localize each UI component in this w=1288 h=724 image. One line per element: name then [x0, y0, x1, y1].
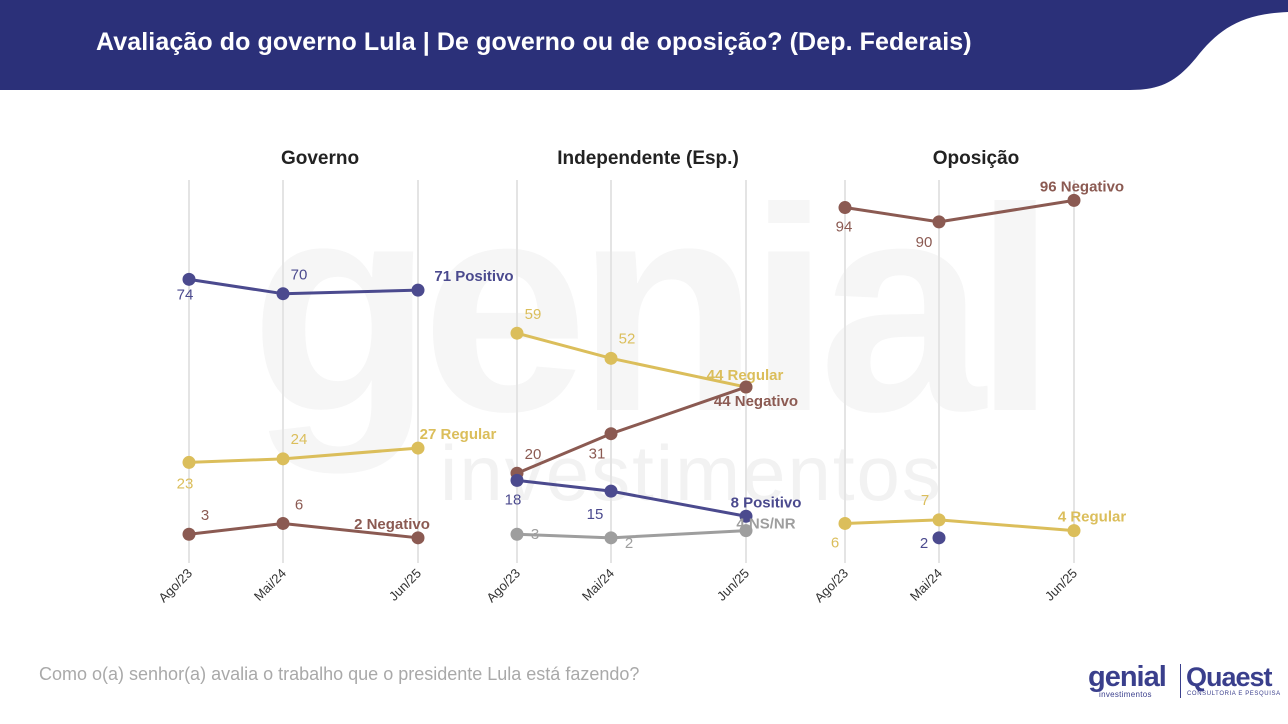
data-label: 27 Regular	[420, 426, 497, 443]
data-label: 4 NS/NR	[736, 516, 795, 533]
data-label: 90	[916, 234, 933, 251]
data-point	[838, 516, 852, 530]
data-point	[411, 283, 425, 297]
quaest-logo-sub: CONSULTORIA E PESQUISA	[1187, 691, 1281, 697]
data-label: 52	[619, 330, 636, 347]
data-label: 96 Negativo	[1040, 178, 1124, 195]
logo-divider	[1180, 664, 1181, 698]
panel-title: Oposição	[933, 148, 1020, 169]
series-line	[516, 385, 747, 475]
data-point	[604, 351, 618, 365]
panel-title: Independente (Esp.)	[557, 148, 739, 169]
genial-logo-brand: genial	[1088, 661, 1167, 693]
x-tick-label: Mai/24	[251, 566, 289, 604]
data-label: 44 Regular	[707, 367, 784, 384]
quaest-logo-brand: Quaest	[1186, 662, 1273, 692]
data-label: 8 Positivo	[731, 494, 802, 511]
data-label: 31	[589, 446, 606, 463]
data-point	[1067, 524, 1081, 538]
data-point	[510, 326, 524, 340]
data-point	[1067, 193, 1081, 207]
data-label: 94	[836, 219, 853, 236]
data-point	[932, 513, 946, 527]
data-point	[932, 215, 946, 229]
data-point	[604, 427, 618, 441]
panel-1: Governo Ago/23 Mai/24 Jun/25 74 70 71 Positivo…	[155, 148, 513, 605]
data-label: 44 Negativo	[714, 393, 798, 410]
quaest-logo: Quaest CONSULTORIA E PESQUISA	[1186, 662, 1280, 700]
data-label: 74	[177, 286, 194, 303]
x-tick-label: Mai/24	[579, 566, 617, 604]
data-point	[510, 473, 524, 487]
data-label: 4 Regular	[1058, 509, 1127, 526]
header-background	[0, 0, 1288, 90]
data-point	[182, 455, 196, 469]
x-tick-label: Jun/25	[386, 566, 424, 604]
x-tick-label: Jun/25	[714, 566, 752, 604]
data-label: 59	[525, 306, 542, 323]
survey-question: Como o(a) senhor(a) avalia o trabalho qu…	[39, 664, 640, 684]
data-label: 23	[177, 475, 194, 492]
data-label: 6	[295, 496, 303, 513]
data-label: 71 Positivo	[434, 268, 513, 285]
data-point	[276, 516, 290, 530]
x-tick-label: Ago/23	[155, 566, 195, 606]
data-label: 24	[291, 431, 308, 448]
genial-logo-sub: investimentos	[1099, 690, 1152, 699]
data-point	[411, 531, 425, 545]
data-label: 2	[920, 535, 928, 552]
x-tick-label: Ago/23	[811, 566, 851, 606]
data-point	[182, 527, 196, 541]
series-line	[844, 518, 1075, 533]
panel-2: Independente (Esp.) Ago/23 Mai/24 Jun/25 59 5…	[483, 148, 801, 605]
data-label: 18	[505, 491, 522, 508]
data-point	[510, 527, 524, 541]
header-band	[0, 0, 1288, 90]
data-point	[739, 509, 753, 523]
panel-title: Governo	[281, 148, 359, 169]
data-label: 2 Negativo	[354, 516, 430, 533]
data-label: 15	[587, 506, 604, 523]
data-label: 6	[831, 534, 839, 551]
data-label: 20	[525, 446, 542, 463]
data-point	[411, 441, 425, 455]
series-line	[516, 478, 747, 518]
series-line	[844, 198, 1075, 224]
data-point	[604, 531, 618, 545]
data-point	[276, 452, 290, 466]
genial-logo: genial investimentos	[1088, 662, 1176, 700]
data-point	[604, 484, 618, 498]
data-label: 3	[531, 526, 539, 543]
panel-3: Oposição Ago/23 Mai/24 Jun/25 94 90 96 Negativ…	[811, 148, 1126, 605]
data-label: 2	[625, 535, 633, 552]
data-label: 7	[921, 492, 929, 509]
data-label: 3	[201, 507, 209, 524]
data-point	[739, 524, 753, 538]
data-point	[838, 201, 852, 215]
data-label: 70	[291, 267, 308, 284]
data-point	[182, 272, 196, 286]
data-point	[276, 287, 290, 301]
page-title: Avaliação do governo Lula | De governo o…	[96, 28, 972, 56]
x-tick-label: Ago/23	[483, 566, 523, 606]
x-tick-label: Jun/25	[1042, 566, 1080, 604]
data-point	[932, 531, 946, 545]
data-point	[739, 380, 753, 394]
series-line	[188, 446, 419, 464]
x-tick-label: Mai/24	[907, 566, 945, 604]
